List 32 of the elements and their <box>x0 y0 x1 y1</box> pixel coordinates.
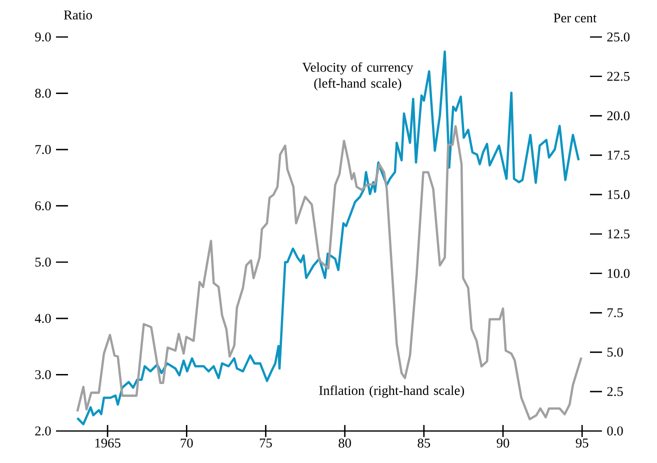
y2-tick-label: 0.0 <box>607 426 623 436</box>
x-tick-label: 80 <box>338 438 351 448</box>
y2-tick-label: 15.0 <box>608 190 630 200</box>
series-label: Velocity of currency (left-hand scale) <box>302 62 414 91</box>
y2-tick-label: 12.5 <box>608 229 630 238</box>
y-tick-label: 6.0 <box>35 201 51 210</box>
y2-tick-label: 7.5 <box>608 308 623 318</box>
line-series <box>76 50 580 426</box>
x-tick-label: 75 <box>260 438 272 448</box>
y2-tick-label: 20.0 <box>607 111 630 120</box>
y2-axis-title: Per cent <box>554 14 597 22</box>
x-tick-label: 1965 <box>95 438 120 448</box>
series-label: Inflation (right-hand scale) <box>319 385 464 398</box>
y2-tick-label: 5.0 <box>607 348 623 357</box>
y2-tick-label: 10.0 <box>608 268 630 278</box>
y2-tick-label: 17.5 <box>608 150 630 160</box>
y-tick-label: 3.0 <box>35 370 51 380</box>
y-axis-title: Ratio <box>64 10 92 20</box>
y2-tick-label: 25.0 <box>607 32 630 42</box>
y-tick-label: 7.0 <box>36 145 51 154</box>
y2-tick-label: 2.5 <box>607 387 623 396</box>
x-tick-label: 90 <box>496 438 510 448</box>
y-tick-label: 8.0 <box>35 88 51 98</box>
y-tick-label: 5.0 <box>35 258 51 267</box>
y-tick-label: 9.0 <box>35 32 51 42</box>
y-tick-label: 2.0 <box>35 426 51 436</box>
x-tick-label: 70 <box>180 438 193 448</box>
x-tick-label: 85 <box>418 438 430 448</box>
x-tick-label: 95 <box>576 438 588 448</box>
line-series <box>76 125 582 420</box>
y2-tick-label: 22.5 <box>607 72 630 81</box>
y-tick-label: 4.0 <box>34 314 51 323</box>
